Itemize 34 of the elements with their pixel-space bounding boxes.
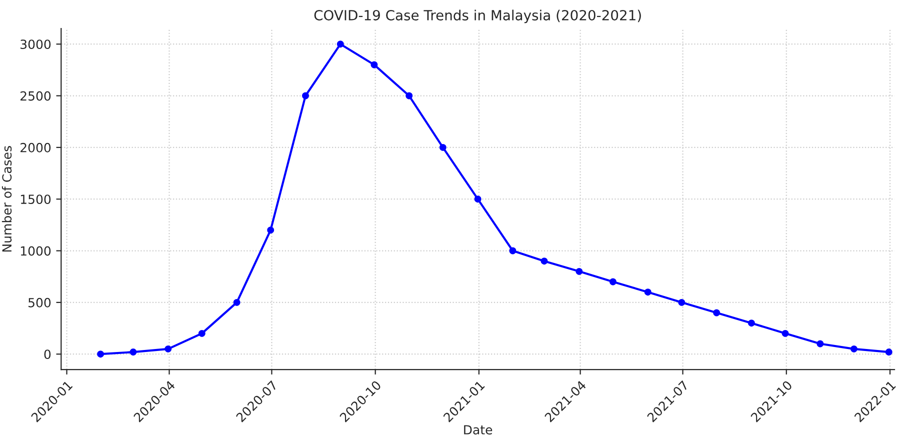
point	[678, 298, 686, 306]
point	[850, 345, 858, 352]
chart-title: COVID-19 Case Trends in Malaysia (2020-2021)	[314, 10, 641, 24]
y-tick-label: 500	[28, 298, 51, 308]
y-tick-label: 1500	[20, 194, 51, 204]
point	[336, 40, 344, 48]
x-axis-title: Date	[464, 425, 492, 434]
point	[509, 247, 516, 254]
point	[130, 348, 137, 356]
point	[439, 144, 446, 151]
point	[782, 330, 789, 337]
point	[406, 92, 413, 100]
point	[198, 330, 206, 337]
point	[713, 309, 720, 316]
point	[748, 320, 755, 327]
y-tick-label: 1000	[20, 246, 51, 256]
point	[302, 92, 309, 100]
point	[644, 288, 652, 296]
y-tick-label: 2500	[20, 91, 51, 101]
point	[233, 298, 240, 306]
point	[816, 340, 824, 348]
y-axis-title: Number of Cases	[2, 146, 12, 252]
point	[164, 345, 172, 352]
y-tick-label: 3000	[20, 40, 51, 50]
y-tick-label: 0	[44, 350, 51, 360]
point	[370, 61, 378, 68]
point	[885, 348, 892, 356]
point	[540, 258, 548, 265]
point	[267, 226, 274, 234]
point	[474, 196, 482, 203]
y-tick-label: 2000	[20, 142, 51, 152]
point	[609, 278, 616, 286]
point	[97, 350, 104, 358]
point	[576, 268, 583, 275]
